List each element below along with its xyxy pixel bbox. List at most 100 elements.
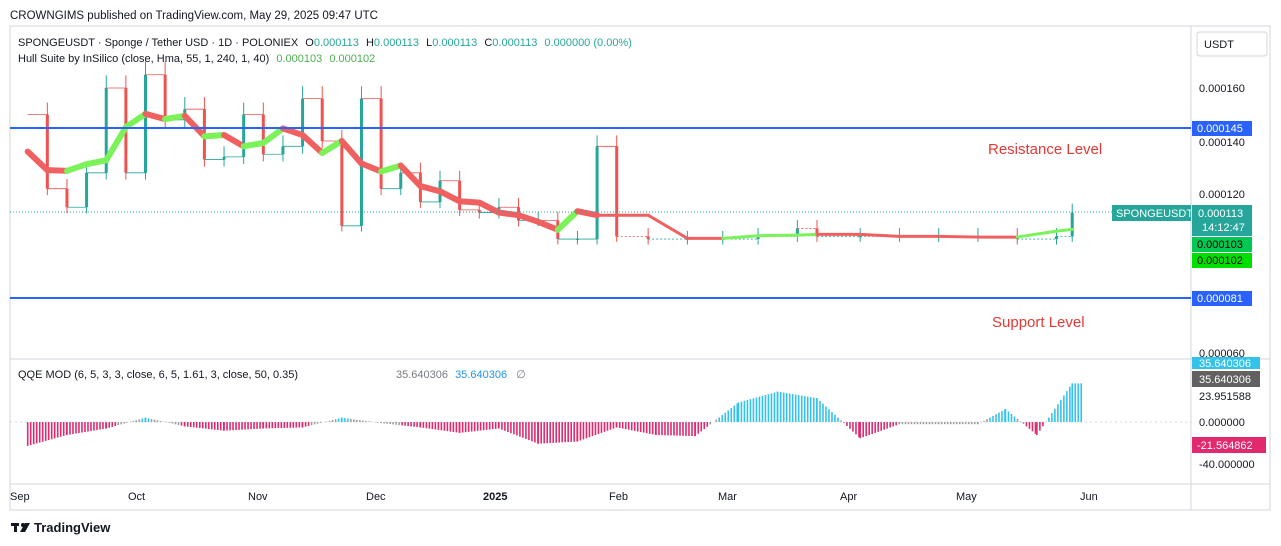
currency-button[interactable] bbox=[1196, 31, 1268, 57]
qqe-badge-blue bbox=[1192, 357, 1260, 369]
hull-value-2: 0.000102 bbox=[329, 53, 375, 65]
candle-body bbox=[756, 236, 760, 240]
time-label: Apr bbox=[840, 491, 857, 503]
candle-body bbox=[320, 98, 324, 141]
hull-segment bbox=[221, 132, 247, 150]
time-label: Oct bbox=[128, 491, 145, 503]
time-label: Sep bbox=[10, 491, 30, 503]
high-value: 0.000113 bbox=[374, 37, 419, 49]
candle-body bbox=[144, 74, 148, 173]
hull-segment bbox=[535, 218, 561, 233]
candle-body bbox=[242, 114, 246, 157]
candle-body bbox=[163, 74, 167, 120]
last-price: 0.000113 bbox=[1198, 208, 1243, 220]
support-price-badge bbox=[1192, 291, 1252, 306]
time-label: Dec bbox=[366, 491, 386, 503]
bar-countdown: 14:12:47 bbox=[1202, 222, 1245, 234]
hull-segment bbox=[646, 213, 689, 240]
hull-price-2: 0.000102 bbox=[1197, 255, 1243, 267]
candle-body bbox=[45, 114, 49, 189]
hull-segment bbox=[937, 234, 980, 239]
hull-badge-1 bbox=[1192, 237, 1252, 252]
open-label: O bbox=[305, 37, 314, 49]
hull-segment bbox=[162, 112, 188, 123]
symbol-badge bbox=[1112, 205, 1191, 221]
last-price-badge bbox=[1192, 205, 1252, 236]
qqe-value-1: 35.640306 bbox=[396, 369, 448, 381]
candle-body bbox=[795, 228, 799, 237]
candle-body bbox=[379, 98, 383, 189]
low-label: L bbox=[426, 37, 432, 49]
hull-segment bbox=[476, 199, 502, 216]
close-value: 0.000113 bbox=[492, 37, 537, 49]
time-label: 2025 bbox=[483, 491, 507, 503]
hull-segment bbox=[554, 208, 581, 233]
hull-segment bbox=[319, 138, 345, 156]
candle-body bbox=[575, 239, 579, 241]
candle-body bbox=[399, 172, 403, 189]
hull-segment bbox=[1055, 227, 1074, 233]
hull-segment bbox=[397, 162, 424, 190]
hull-segment bbox=[858, 232, 901, 238]
candle-body bbox=[281, 146, 285, 155]
hull-segment bbox=[240, 139, 267, 150]
chart-frame bbox=[9, 25, 1271, 511]
hull-segment bbox=[201, 132, 228, 140]
time-label: May bbox=[956, 491, 977, 503]
hull-segment bbox=[63, 161, 90, 174]
tradingview-brand: TradingView bbox=[34, 520, 111, 535]
candle-body bbox=[458, 180, 462, 210]
qqe-tick: 35.640306 bbox=[1199, 358, 1251, 370]
time-label: Feb bbox=[609, 491, 628, 503]
price-tick: 0.000140 bbox=[1199, 137, 1245, 149]
hull-segment bbox=[1015, 229, 1059, 239]
qqe-tick: 23.951588 bbox=[1199, 391, 1251, 403]
hull-segment bbox=[456, 198, 483, 206]
time-label: Nov bbox=[248, 491, 268, 503]
hull-layer bbox=[24, 110, 1074, 240]
hull-segment bbox=[279, 125, 306, 139]
candle-body bbox=[615, 146, 619, 237]
high-label: H bbox=[366, 37, 374, 49]
qqe-badge-red bbox=[1192, 437, 1266, 453]
hull-value-1: 0.000103 bbox=[276, 53, 322, 65]
resistance-price: 0.000145 bbox=[1197, 123, 1243, 135]
hull-segment bbox=[495, 209, 522, 219]
hull-segment bbox=[358, 160, 385, 175]
low-value: 0.000113 bbox=[432, 37, 477, 49]
published-line: CROWNGIMS published on TradingView.com, … bbox=[10, 10, 378, 22]
hull-segment bbox=[378, 162, 404, 175]
open-value: 0.000113 bbox=[314, 37, 359, 49]
hull-segment bbox=[24, 148, 51, 174]
candle-body bbox=[858, 236, 862, 238]
candle-body bbox=[65, 188, 69, 208]
hull-segment bbox=[103, 124, 129, 164]
close-label: C bbox=[484, 37, 492, 49]
hull-segment bbox=[299, 132, 326, 156]
candle-body bbox=[85, 172, 89, 208]
candle-body bbox=[595, 146, 599, 240]
price-tick: 0.000160 bbox=[1199, 83, 1245, 95]
hull-badge-2 bbox=[1192, 253, 1252, 268]
time-label: Jun bbox=[1080, 491, 1098, 503]
tradingview-logo-icon bbox=[11, 523, 30, 532]
change-value: 0.000000 (0.00%) bbox=[544, 37, 631, 49]
hull-segment bbox=[417, 183, 444, 195]
candle-body bbox=[261, 114, 265, 155]
price-tick: 0.000120 bbox=[1199, 189, 1245, 201]
qqe-gray-value: 35.640306 bbox=[1199, 374, 1251, 386]
hull-segment bbox=[515, 212, 542, 225]
support-price: 0.000081 bbox=[1197, 293, 1243, 305]
symbol-line: SPONGEUSDT · Sponge / Tether USD · 1D · … bbox=[18, 37, 299, 49]
hull-segment bbox=[181, 112, 208, 140]
support-label: Support Level bbox=[992, 314, 1085, 331]
hull-segment bbox=[83, 157, 110, 168]
candle-body bbox=[815, 228, 819, 237]
candle-body bbox=[477, 209, 481, 213]
qqe-badge-gray bbox=[1192, 371, 1260, 387]
resistance-price-badge bbox=[1192, 121, 1252, 136]
hull-segment bbox=[260, 125, 286, 146]
qqe-tick: 0.000000 bbox=[1199, 417, 1245, 429]
legend-hull: Hull Suite by InSilico (close, Hma, 55, … bbox=[18, 53, 375, 65]
